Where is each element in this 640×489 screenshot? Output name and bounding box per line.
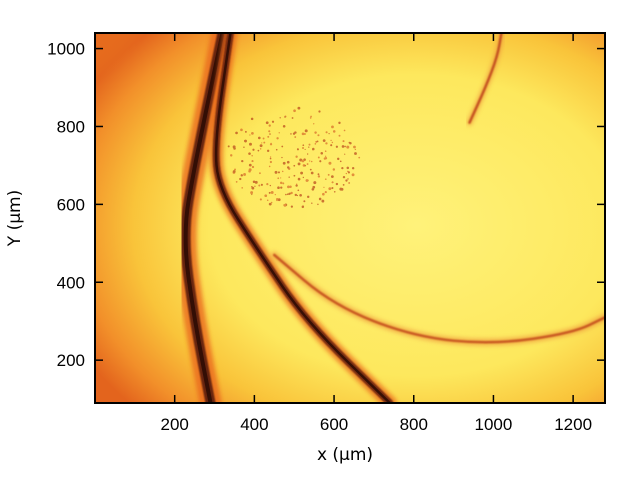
feature-left-band-core bbox=[183, 33, 225, 403]
feature-lower-right-streak bbox=[468, 33, 503, 124]
plot-area bbox=[94, 32, 606, 404]
x-tick-label: 600 bbox=[320, 415, 348, 434]
y-tick-label: 200 bbox=[57, 351, 85, 370]
y-axis-label: Y (μm) bbox=[5, 190, 25, 247]
plot-frame bbox=[94, 32, 606, 404]
x-tick-label: 400 bbox=[240, 415, 268, 434]
x-tick-label: 800 bbox=[400, 415, 428, 434]
y-tick-label: 400 bbox=[57, 273, 85, 292]
x-tick-label: 1200 bbox=[554, 415, 592, 434]
x-tick-label: 200 bbox=[161, 415, 189, 434]
speckle-texture bbox=[227, 106, 361, 209]
feature-middle-band-core bbox=[214, 33, 392, 403]
y-axis: 200 400 600 800 1000 bbox=[47, 40, 605, 370]
feature-layer bbox=[174, 33, 605, 403]
y-tick-label: 600 bbox=[57, 195, 85, 214]
heatmap-background bbox=[95, 33, 605, 403]
y-tick-label: 800 bbox=[57, 117, 85, 136]
x-axis: 200 400 600 800 1000 1200 bbox=[161, 33, 592, 434]
x-axis-label: x (μm) bbox=[317, 445, 373, 465]
x-tick-label: 1000 bbox=[475, 415, 513, 434]
feature-upper-right-arc bbox=[273, 253, 605, 344]
y-tick-label: 1000 bbox=[47, 40, 85, 59]
corner-shading-top-left bbox=[95, 33, 165, 103]
